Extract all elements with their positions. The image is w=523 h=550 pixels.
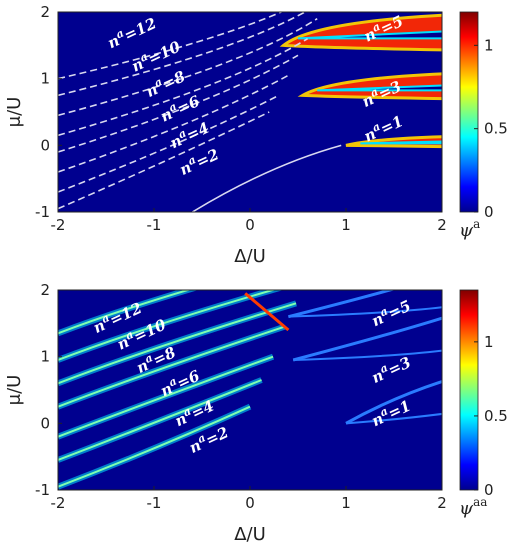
colorbar-label-bottom: ψaa <box>459 495 487 519</box>
colorbar-tick-label: 1 <box>484 36 494 54</box>
x-tick-label: 0 <box>245 216 255 234</box>
y-tick-label: 0 <box>40 414 50 432</box>
colorbar-ticks-top: 00.51 <box>474 36 508 221</box>
x-tick-label: 2 <box>437 216 447 234</box>
colorbar-label-top: ψa <box>459 217 480 241</box>
ridge-line <box>58 405 251 488</box>
ridge-line <box>58 379 262 461</box>
colorbar-tick-label: 1 <box>484 333 494 351</box>
colorbar-tick-label: 0 <box>484 481 494 499</box>
y-tick-label: 1 <box>40 70 50 88</box>
y-tick-label: 2 <box>40 281 50 299</box>
plot-area-bottom <box>58 290 442 490</box>
phase-boundary <box>58 74 289 173</box>
ridge-line <box>58 302 297 385</box>
xlabel-top: Δ/U <box>234 246 266 267</box>
lobe-boundary <box>292 316 442 362</box>
lobe-boundary <box>288 290 396 319</box>
phase-boundary <box>58 12 307 97</box>
mott-lobe-interior <box>360 140 442 145</box>
phase-boundary <box>58 17 318 117</box>
x-tick-label: -1 <box>147 494 162 512</box>
colorbar-tick-label: 0.5 <box>484 407 508 425</box>
y-tick-label: 2 <box>40 3 50 21</box>
colorbar-tick-label: 0 <box>484 203 494 221</box>
lobe-boundary <box>345 379 442 425</box>
phase-boundary <box>58 37 309 137</box>
colorbar-bottom <box>459 289 479 491</box>
superfluid-lobe <box>297 72 442 101</box>
ridge-peak <box>244 292 290 332</box>
ridge-line <box>58 290 277 361</box>
x-tick-label: 1 <box>341 494 351 512</box>
phase-boundary <box>58 54 299 153</box>
x-tick-label: 0 <box>245 494 255 512</box>
x-tick-label: 2 <box>437 494 447 512</box>
phase-boundary <box>58 94 280 193</box>
xlabel-bottom: Δ/U <box>234 524 266 545</box>
superfluid-lobe <box>279 13 442 52</box>
lobe-boundary <box>293 349 442 361</box>
y-tick-label: -1 <box>35 203 50 221</box>
ylabel-top: μ/U <box>4 97 25 128</box>
colorbar-top <box>459 11 479 213</box>
mott-lobe-interior <box>317 84 442 92</box>
y-tick-label: 0 <box>40 136 50 154</box>
mott-lobe-interior <box>297 30 442 40</box>
lobe-boundary <box>288 306 442 318</box>
y-tick-label: 1 <box>40 348 50 366</box>
colorbar-tick-label: 0.5 <box>484 120 508 138</box>
phase-boundary-solid <box>191 144 342 212</box>
x-tick-label: 1 <box>341 216 351 234</box>
colorbar-ticks-bottom: 00.51 <box>474 333 508 499</box>
x-tick-label: -1 <box>147 216 162 234</box>
ridge-line <box>58 290 192 335</box>
x-tick-label: -2 <box>51 494 66 512</box>
y-tick-label: -1 <box>35 481 50 499</box>
x-tick-label: -2 <box>51 216 66 234</box>
lobe-boundary <box>345 412 442 425</box>
ridge-line <box>58 325 285 408</box>
ylabel-bottom: μ/U <box>4 375 25 406</box>
ridge-line <box>58 355 274 438</box>
